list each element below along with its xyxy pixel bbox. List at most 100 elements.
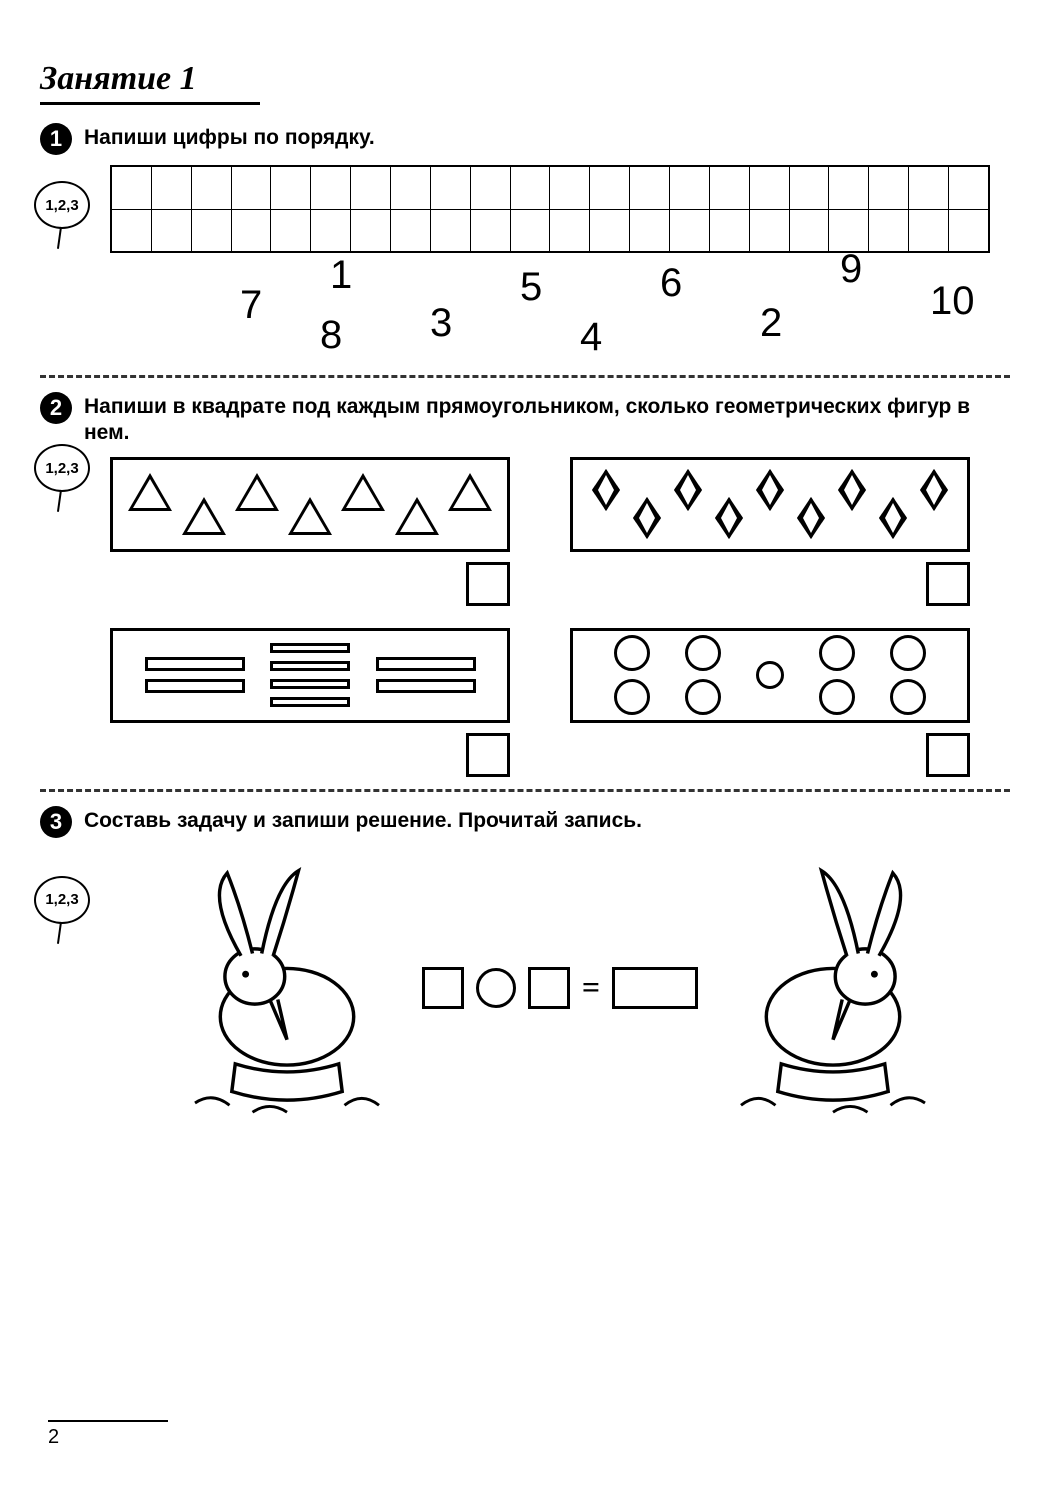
grid-cell[interactable]: [471, 210, 511, 252]
task-header: 1 Напиши цифры по порядку.: [40, 123, 1010, 155]
grid-cell[interactable]: [949, 210, 988, 252]
triangle-icon: [128, 473, 172, 511]
rectangles-panel: [110, 628, 510, 777]
answer-box[interactable]: [466, 733, 510, 777]
grid-cell[interactable]: [909, 210, 949, 252]
grid-cell[interactable]: [750, 210, 790, 252]
rectangle-icon: [145, 657, 245, 671]
grid-cell[interactable]: [192, 167, 232, 209]
diamond-icon: [756, 469, 784, 511]
answer-box[interactable]: [926, 562, 970, 606]
triangle-icon: [395, 497, 439, 535]
lesson-title: Занятие 1: [40, 60, 260, 105]
task-instruction: Составь задачу и запиши решение. Прочита…: [84, 806, 642, 834]
grid-cell[interactable]: [152, 167, 192, 209]
grid-cell[interactable]: [670, 210, 710, 252]
grid-cell[interactable]: [152, 210, 192, 252]
circle-icon: [685, 635, 721, 671]
grid-cell[interactable]: [271, 167, 311, 209]
grid-cell[interactable]: [869, 167, 909, 209]
grid-cell[interactable]: [750, 167, 790, 209]
triangle-icon: [182, 497, 226, 535]
grid-cell[interactable]: [192, 210, 232, 252]
grid-cell[interactable]: [630, 210, 670, 252]
circle-icon: [685, 679, 721, 715]
triangle-icon: [341, 473, 385, 511]
triangle-icon: [288, 497, 332, 535]
rectangle-icon: [270, 643, 350, 653]
grid-cell[interactable]: [869, 210, 909, 252]
equals-sign: =: [582, 969, 600, 1006]
diamonds-panel: [570, 457, 970, 606]
writing-grid[interactable]: [110, 165, 990, 253]
task-number-badge: 2: [40, 392, 72, 424]
grid-cell[interactable]: [829, 210, 869, 252]
grid-cell[interactable]: [391, 210, 431, 252]
grid-cell[interactable]: [790, 167, 830, 209]
operand-box[interactable]: [528, 967, 570, 1009]
equation-row: =: [110, 848, 1010, 1128]
answer-box[interactable]: [926, 733, 970, 777]
circle-icon: [819, 679, 855, 715]
balloon-icon: 1,2,3: [34, 444, 90, 492]
grid-cell[interactable]: [311, 210, 351, 252]
grid-cell[interactable]: [112, 210, 152, 252]
diamond-icon: [674, 469, 702, 511]
grid-cell[interactable]: [471, 167, 511, 209]
task-instruction: Напиши в квадрате под каждым прямоугольн…: [84, 392, 1010, 447]
operand-box[interactable]: [422, 967, 464, 1009]
balloon-icon: 1,2,3: [34, 876, 90, 924]
grid-cell[interactable]: [829, 167, 869, 209]
grid-cell[interactable]: [431, 167, 471, 209]
scattered-number: 8: [320, 313, 342, 358]
scattered-number: 4: [580, 315, 602, 360]
circle-icon: [819, 635, 855, 671]
scattered-number: 6: [660, 261, 682, 306]
grid-cell[interactable]: [790, 210, 830, 252]
grid-cell[interactable]: [909, 167, 949, 209]
triangle-icon: [448, 473, 492, 511]
circle-icon: [614, 635, 650, 671]
grid-cell[interactable]: [511, 167, 551, 209]
grid-cell[interactable]: [311, 167, 351, 209]
grid-cell[interactable]: [550, 210, 590, 252]
rectangle-icon: [270, 661, 350, 671]
scattered-number: 5: [520, 265, 542, 310]
grid-cell[interactable]: [630, 167, 670, 209]
task-1: 1 Напиши цифры по порядку. 1,2,3 7183546…: [40, 123, 1010, 363]
circle-icon: [614, 679, 650, 715]
diamond-icon: [592, 469, 620, 511]
triangles-panel: [110, 457, 510, 606]
grid-cell[interactable]: [431, 210, 471, 252]
grid-cell[interactable]: [590, 210, 630, 252]
grid-cell[interactable]: [710, 167, 750, 209]
separator: [40, 375, 1010, 378]
grid-cell[interactable]: [590, 167, 630, 209]
operator-circle[interactable]: [476, 968, 516, 1008]
circle-icon: [890, 679, 926, 715]
equation: =: [422, 967, 698, 1009]
separator: [40, 789, 1010, 792]
grid-cell[interactable]: [271, 210, 311, 252]
scattered-number: 1: [330, 253, 352, 298]
answer-box[interactable]: [466, 562, 510, 606]
result-box[interactable]: [612, 967, 698, 1009]
diamond-icon: [920, 469, 948, 511]
grid-cell[interactable]: [232, 167, 272, 209]
grid-cell[interactable]: [670, 167, 710, 209]
triangle-icon: [235, 473, 279, 511]
scattered-number: 10: [930, 279, 975, 324]
grid-cell[interactable]: [351, 210, 391, 252]
grid-cell[interactable]: [710, 210, 750, 252]
grid-cell[interactable]: [550, 167, 590, 209]
diamond-icon: [797, 497, 825, 539]
scattered-number: 7: [240, 283, 262, 328]
grid-cell[interactable]: [351, 167, 391, 209]
grid-cell[interactable]: [112, 167, 152, 209]
grid-cell[interactable]: [232, 210, 272, 252]
task-number-badge: 1: [40, 123, 72, 155]
grid-cell[interactable]: [949, 167, 988, 209]
grid-cell[interactable]: [511, 210, 551, 252]
scattered-number: 9: [840, 247, 862, 292]
grid-cell[interactable]: [391, 167, 431, 209]
